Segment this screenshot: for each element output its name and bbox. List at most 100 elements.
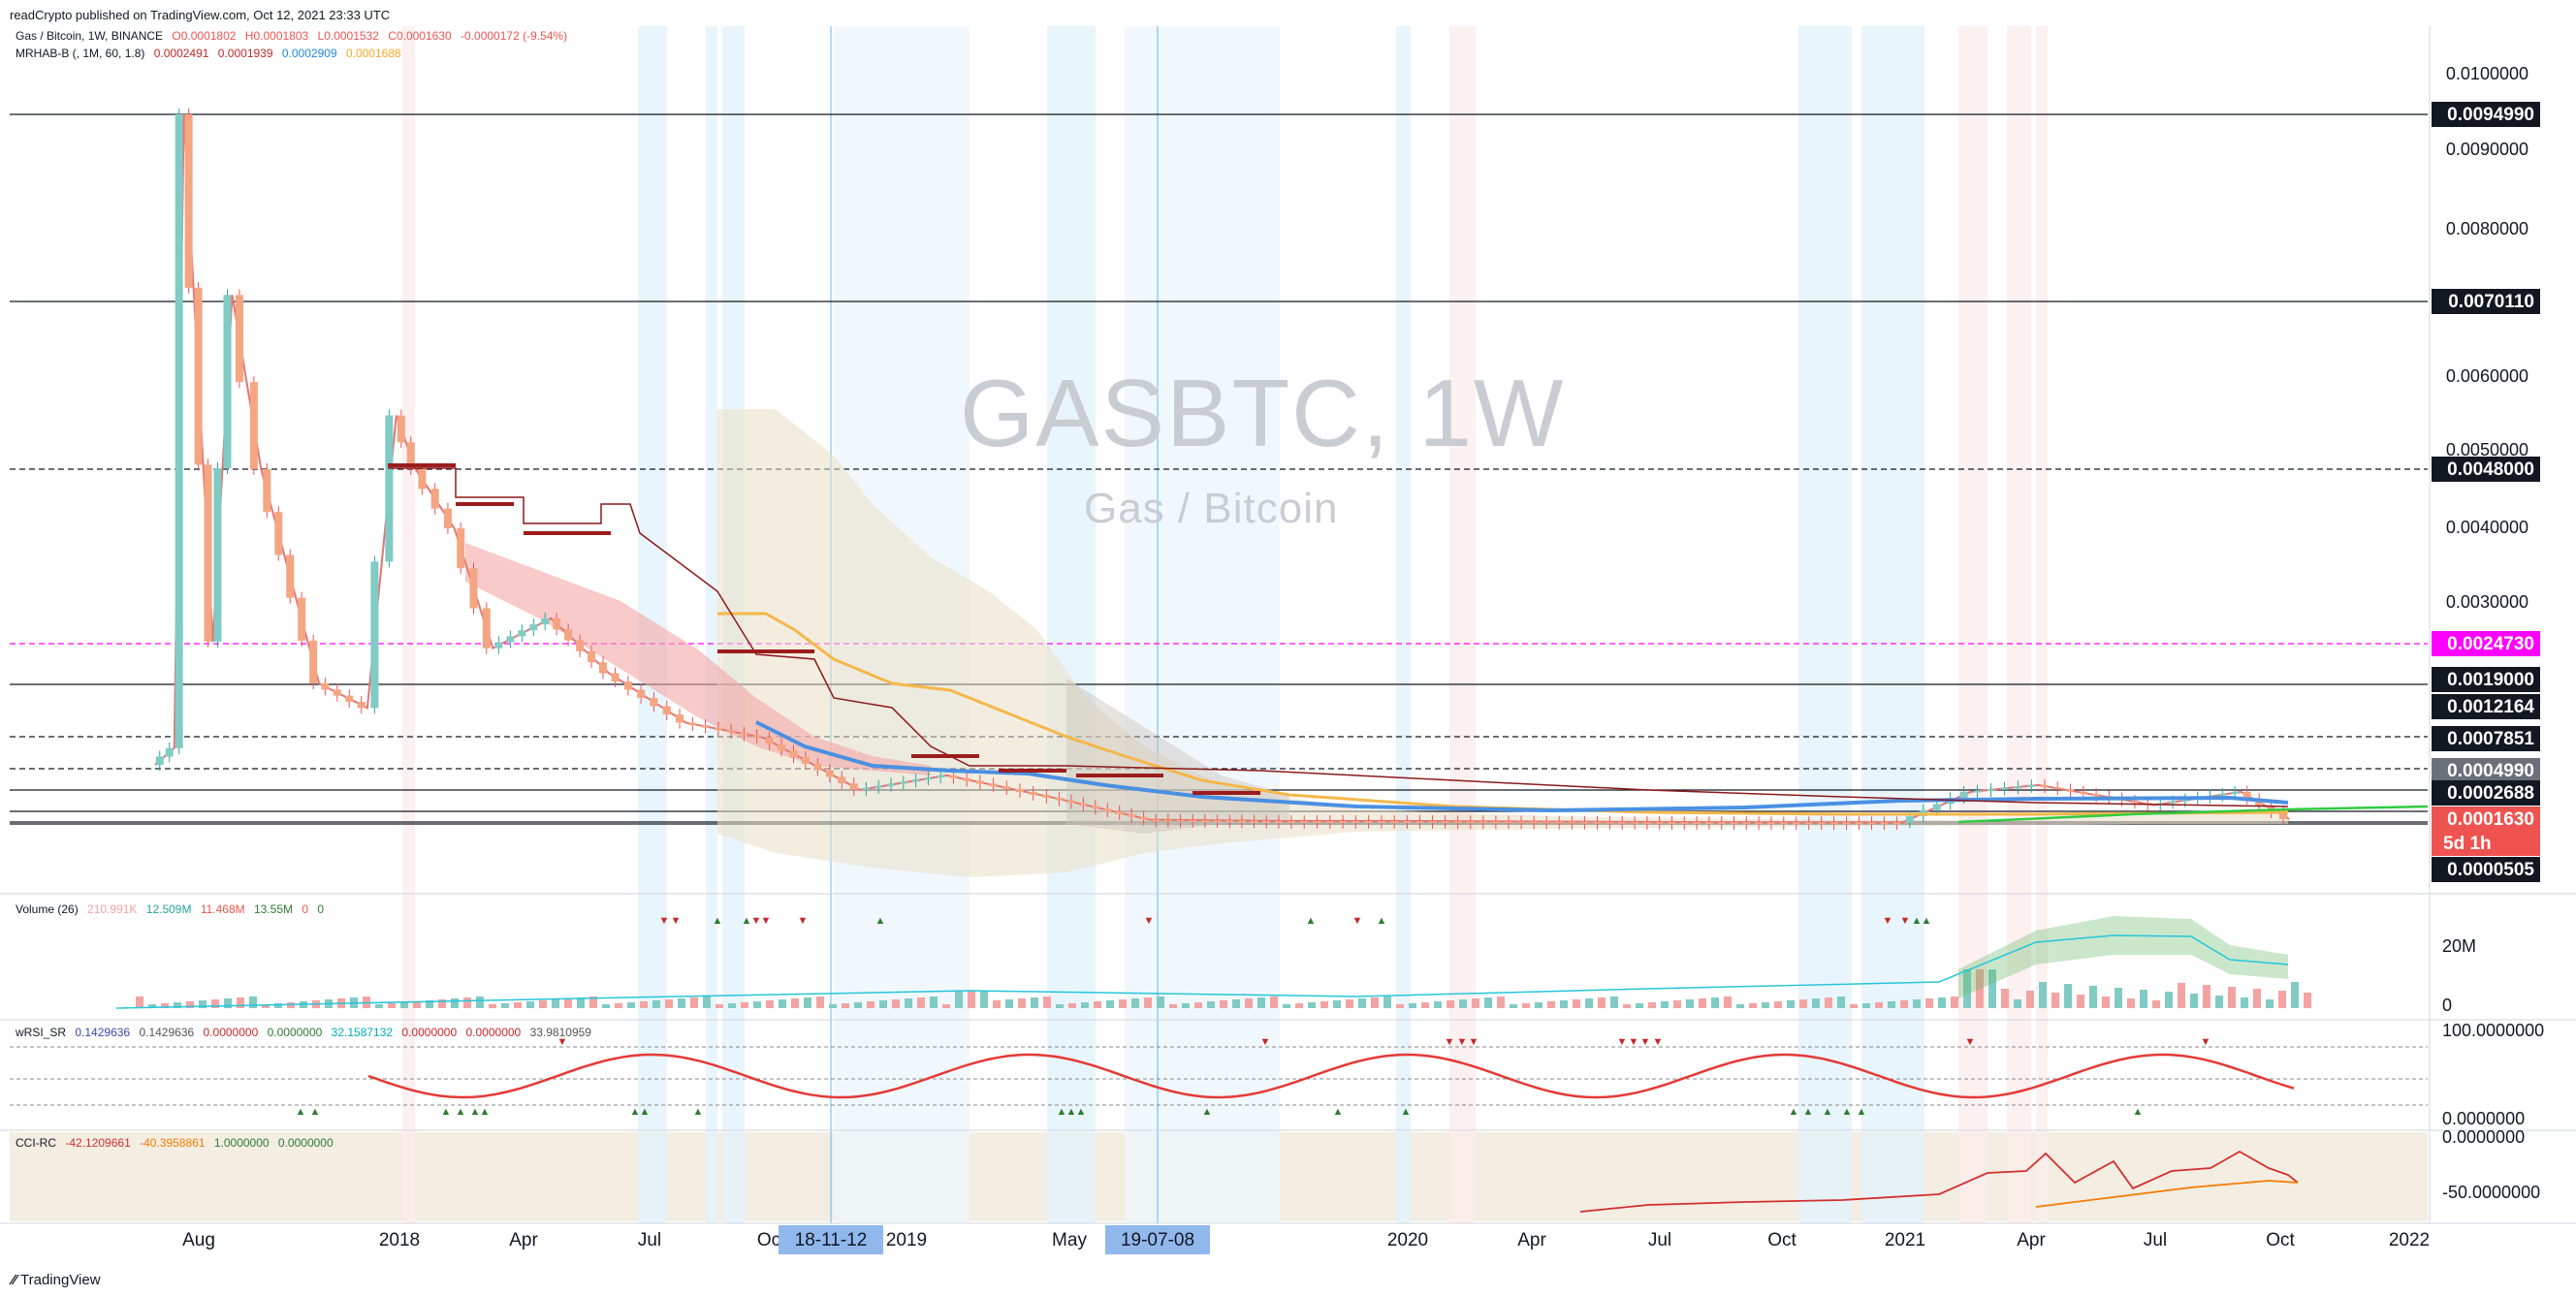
wrsi-signal-marker: ▼ bbox=[1653, 1036, 1664, 1048]
main-series-legend[interactable]: Gas / Bitcoin, 1W, BINANCE O0.0001802 H0… bbox=[16, 29, 573, 43]
candle-body bbox=[286, 554, 295, 598]
candle-body bbox=[1128, 813, 1136, 817]
volume-value: 210.991K bbox=[87, 902, 138, 916]
volume-bar bbox=[1094, 1001, 1101, 1008]
candle-body bbox=[321, 683, 330, 690]
volume-bar bbox=[1976, 969, 1984, 1008]
volume-bar bbox=[1068, 1003, 1076, 1008]
candle-body bbox=[2169, 801, 2178, 804]
indicator-value: 0.0001939 bbox=[217, 47, 273, 60]
volume-bar bbox=[1144, 997, 1152, 1008]
price-tick: 0.0100000 bbox=[2446, 64, 2528, 83]
candle-body bbox=[541, 617, 550, 625]
volume-bar bbox=[1925, 998, 1933, 1008]
volume-bar bbox=[2039, 982, 2047, 1008]
cci-legend[interactable]: CCI-RC -42.1209661 -40.3958861 1.0000000… bbox=[16, 1136, 339, 1150]
wrsi-signal-marker: ▲ bbox=[310, 1106, 321, 1118]
volume-signal-marker: ▼ bbox=[1144, 915, 1155, 927]
volume-bar bbox=[2026, 991, 2034, 1008]
volume-signal-marker: ▼ bbox=[1900, 915, 1911, 927]
volume-value: 0 bbox=[302, 902, 309, 916]
tradingview-footer[interactable]: ⁄⁄ TradingView bbox=[12, 1272, 101, 1288]
low-value: L0.0001532 bbox=[317, 29, 379, 43]
candle-body bbox=[1103, 808, 1112, 812]
symbol-name: Gas / Bitcoin, 1W, BINANCE bbox=[16, 29, 164, 43]
candle-body bbox=[1029, 792, 1037, 795]
volume-bar bbox=[1938, 997, 1946, 1008]
volume-bar bbox=[1963, 969, 1971, 1008]
signal-band bbox=[1125, 26, 1280, 1223]
volume-bar bbox=[690, 997, 698, 1008]
wrsi-value: 0.0000000 bbox=[267, 1026, 323, 1039]
candle-body bbox=[598, 662, 607, 674]
candle-body bbox=[2231, 791, 2240, 794]
candle-body bbox=[1250, 820, 1258, 823]
candle-body bbox=[1066, 800, 1075, 804]
candle-body bbox=[204, 464, 212, 642]
volume-bar bbox=[1686, 999, 1694, 1008]
volume-bar bbox=[438, 999, 446, 1008]
close-value: C0.0001630 bbox=[388, 29, 452, 43]
candle-body bbox=[2218, 793, 2227, 796]
wrsi-signal-marker: ▼ bbox=[1457, 1036, 1468, 1048]
candle-body bbox=[688, 722, 697, 726]
candle-body bbox=[701, 725, 710, 728]
volume-bar bbox=[1648, 1002, 1656, 1008]
wrsi-signal-marker: ▼ bbox=[1617, 1036, 1628, 1048]
volume-bar bbox=[1207, 1001, 1215, 1008]
candle-body bbox=[1237, 820, 1246, 823]
cci-value: 0.0000000 bbox=[277, 1136, 334, 1150]
volume-bar bbox=[1799, 999, 1807, 1008]
time-label: Jul bbox=[1648, 1230, 1671, 1250]
wrsi-signal-marker: ▲ bbox=[1202, 1106, 1213, 1118]
candle-body bbox=[1466, 821, 1475, 824]
candle-body bbox=[1491, 821, 1500, 824]
candle-body bbox=[494, 642, 503, 648]
wrsi-signal-marker: ▲ bbox=[1789, 1106, 1799, 1118]
volume-bar bbox=[2278, 991, 2286, 1008]
volume-bar bbox=[1850, 1004, 1858, 1008]
candle-body bbox=[727, 730, 736, 733]
wrsi-signal-marker: ▲ bbox=[1333, 1106, 1344, 1118]
candle-body bbox=[2079, 791, 2087, 795]
volume-legend[interactable]: Volume (26) 210.991K 12.509M 11.468M 13.… bbox=[16, 902, 330, 916]
candle-body bbox=[357, 701, 366, 709]
candle-body bbox=[1905, 815, 1914, 823]
candle-body bbox=[1313, 820, 1321, 823]
candle-body bbox=[457, 528, 465, 569]
wrsi-signal-marker: ▲ bbox=[630, 1106, 641, 1118]
candle-body bbox=[165, 747, 174, 757]
candle-body bbox=[1225, 820, 1234, 823]
volume-bar bbox=[716, 1004, 723, 1008]
price-tick: 0.0030000 bbox=[2446, 592, 2528, 612]
candle-body bbox=[406, 442, 415, 469]
price-badge-label: 0.0000505 bbox=[2447, 860, 2534, 880]
candle-body bbox=[2053, 787, 2062, 790]
volume-bar bbox=[274, 1003, 282, 1008]
candle-body bbox=[1517, 821, 1526, 824]
volume-bar bbox=[413, 1001, 421, 1008]
wrsi-legend[interactable]: wRSI_SR 0.1429636 0.1429636 0.0000000 0.… bbox=[16, 1026, 597, 1039]
time-highlight-label: 19-07-08 bbox=[1121, 1230, 1194, 1250]
candle-body bbox=[825, 770, 834, 777]
cci-value: -40.3958861 bbox=[140, 1136, 206, 1150]
candle-body bbox=[1189, 819, 1197, 822]
candle-body bbox=[345, 695, 354, 702]
volume-bar bbox=[1837, 996, 1845, 1008]
candle-body bbox=[1959, 791, 1968, 799]
wrsi-signal-marker: ▲ bbox=[1803, 1106, 1814, 1118]
open-value: O0.0001802 bbox=[172, 29, 237, 43]
volume-bar bbox=[1573, 999, 1580, 1008]
volume-bar bbox=[829, 1004, 837, 1008]
indicator-legend[interactable]: MRHAB-B (, 1M, 60, 1.8) 0.0002491 0.0001… bbox=[16, 47, 407, 60]
time-highlight-badge bbox=[1105, 1225, 1210, 1254]
volume-value: 13.55M bbox=[253, 902, 294, 916]
price-badge bbox=[2432, 457, 2540, 482]
candle-body bbox=[1390, 820, 1399, 823]
candle-body bbox=[482, 608, 491, 648]
volume-bar bbox=[577, 997, 585, 1008]
wrsi-signal-marker: ▼ bbox=[1629, 1036, 1639, 1048]
candle-body bbox=[1152, 819, 1161, 822]
candle-body bbox=[263, 469, 271, 513]
